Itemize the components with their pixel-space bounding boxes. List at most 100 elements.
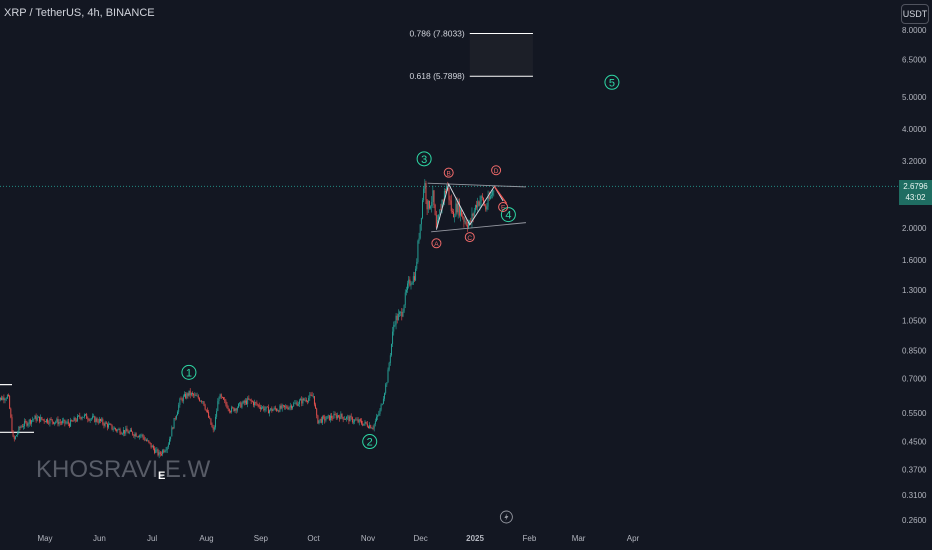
- candle-body: [265, 406, 267, 409]
- wave-label-e: E: [501, 205, 506, 212]
- candle-body: [233, 407, 235, 412]
- candle-body: [119, 429, 121, 434]
- candle-body: [261, 407, 262, 409]
- candle-body: [178, 404, 180, 412]
- candle-body: [64, 419, 66, 424]
- candle-body: [359, 419, 361, 421]
- candle-body: [380, 404, 382, 410]
- candle-body: [326, 416, 328, 420]
- candle-body: [243, 400, 245, 403]
- candle-body: [121, 433, 123, 435]
- candle-body: [335, 414, 337, 419]
- candle-body: [272, 409, 274, 412]
- x-tick-label: Aug: [199, 534, 213, 543]
- candle-body: [430, 206, 432, 209]
- candle-body: [439, 209, 441, 216]
- candle-body: [182, 396, 184, 402]
- candle-body: [12, 431, 14, 437]
- candle-body: [209, 417, 211, 419]
- candle-body: [315, 404, 317, 409]
- candle-body: [257, 404, 259, 406]
- candle-body: [86, 414, 88, 419]
- candle-body: [419, 224, 421, 239]
- candle-body: [171, 427, 173, 437]
- candle-body: [1, 397, 3, 400]
- candle-body: [443, 190, 445, 201]
- y-tick-label: 0.4500: [902, 438, 927, 447]
- current-price-value: 2.6796: [903, 182, 928, 191]
- candle-body: [460, 209, 461, 216]
- candle-body: [310, 394, 312, 396]
- candle-body: [123, 430, 124, 434]
- bar-countdown: 43:02: [905, 193, 926, 202]
- candle-body: [271, 408, 273, 412]
- candle-body: [394, 324, 396, 326]
- candle-body: [157, 449, 159, 456]
- candle-body: [79, 415, 81, 418]
- candle-body: [374, 421, 376, 425]
- candle-body: [134, 433, 136, 437]
- candle-body: [488, 196, 490, 199]
- candle-body: [407, 283, 409, 291]
- candle-body: [135, 433, 137, 437]
- candle-body: [88, 419, 90, 421]
- candle-body: [420, 217, 422, 225]
- y-tick-label: 1.0500: [902, 316, 927, 325]
- candle-body: [46, 419, 47, 423]
- candle-body: [287, 408, 289, 410]
- candle-body: [147, 440, 149, 442]
- candle-body: [50, 419, 52, 420]
- candle-body: [226, 404, 228, 409]
- candle-body: [493, 190, 495, 192]
- candle-body: [400, 311, 402, 313]
- candle-body: [128, 431, 130, 434]
- candle-body: [296, 402, 298, 406]
- candle-body: [100, 419, 101, 421]
- candle-body: [377, 415, 379, 417]
- candle-body: [93, 416, 95, 418]
- candle-body: [435, 215, 437, 228]
- candle-body: [127, 431, 129, 434]
- candle-body: [27, 423, 29, 426]
- candle-body: [408, 279, 410, 284]
- candle-body: [379, 409, 381, 414]
- candle-body: [442, 199, 444, 201]
- candle-body: [334, 413, 336, 415]
- candle-body: [381, 403, 383, 405]
- candle-body: [483, 198, 484, 204]
- lightning-icon[interactable]: [499, 510, 513, 524]
- candle-body: [75, 420, 77, 422]
- candle-body: [362, 423, 364, 426]
- candle-body: [66, 421, 68, 423]
- candle-body: [210, 418, 212, 425]
- candle-body: [401, 311, 403, 317]
- candle-body: [139, 435, 141, 438]
- currency-button[interactable]: USDT: [901, 4, 929, 24]
- candle-body: [262, 406, 264, 408]
- candle-body: [34, 415, 36, 419]
- candle-body: [468, 223, 469, 228]
- candle-body: [180, 398, 182, 400]
- candle-body: [39, 416, 41, 422]
- candle-body: [11, 417, 13, 432]
- candle-body: [138, 436, 139, 438]
- candle-body: [224, 399, 226, 401]
- candle-body: [477, 201, 479, 208]
- candle-body: [185, 394, 187, 399]
- candle-body: [148, 440, 150, 442]
- candle-body: [270, 408, 272, 411]
- candle-body: [37, 416, 39, 418]
- candle-body: [52, 421, 54, 424]
- candle-body: [311, 394, 313, 397]
- candle-body: [55, 421, 57, 423]
- candle-body: [453, 211, 455, 218]
- candle-body: [47, 419, 49, 423]
- y-tick-label: 0.8500: [902, 347, 927, 356]
- candle-body: [94, 416, 96, 423]
- symbol-title: XRP / TetherUS, 4h, BINANCE: [4, 7, 155, 19]
- candle-body: [70, 419, 72, 427]
- candle-body: [277, 410, 279, 412]
- candle-body: [44, 421, 46, 423]
- candle-body: [146, 439, 147, 441]
